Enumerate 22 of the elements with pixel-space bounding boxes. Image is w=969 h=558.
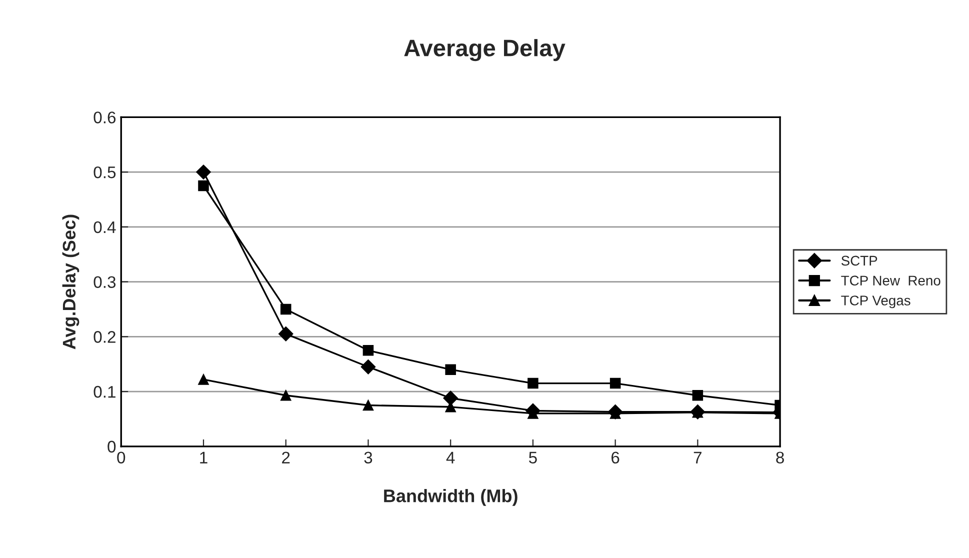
legend-label: TCP New Reno xyxy=(841,276,940,286)
y-tick-label: 0 xyxy=(108,440,116,453)
x-tick-label: 4 xyxy=(446,452,455,464)
y-tick-label: 0.4 xyxy=(94,221,116,234)
x-tick-label: 6 xyxy=(612,452,620,464)
x-tick-label: 5 xyxy=(528,452,537,464)
y-axis-title: Avg.Delay (Sec) xyxy=(62,214,80,350)
y-tick-label: 0.3 xyxy=(94,276,116,288)
y-tick-label: 0.6 xyxy=(94,112,116,124)
legend-label: TCP Vegas xyxy=(841,296,910,308)
y-tick-label: 0.1 xyxy=(94,386,116,398)
x-tick-label: 0 xyxy=(117,452,126,464)
chart-title: Average Delay xyxy=(404,39,566,62)
x-tick-label: 2 xyxy=(282,452,290,464)
y-tick-label: 0.5 xyxy=(94,166,116,178)
x-tick-label: 1 xyxy=(200,452,208,464)
y-tick-label: 0.2 xyxy=(94,331,116,343)
x-axis-title: Bandwidth (Mb) xyxy=(384,489,518,506)
legend-label: SCTP xyxy=(841,256,878,266)
x-tick-label: 8 xyxy=(776,452,784,464)
x-tick-label: 3 xyxy=(364,452,372,464)
x-tick-label: 7 xyxy=(694,452,702,464)
